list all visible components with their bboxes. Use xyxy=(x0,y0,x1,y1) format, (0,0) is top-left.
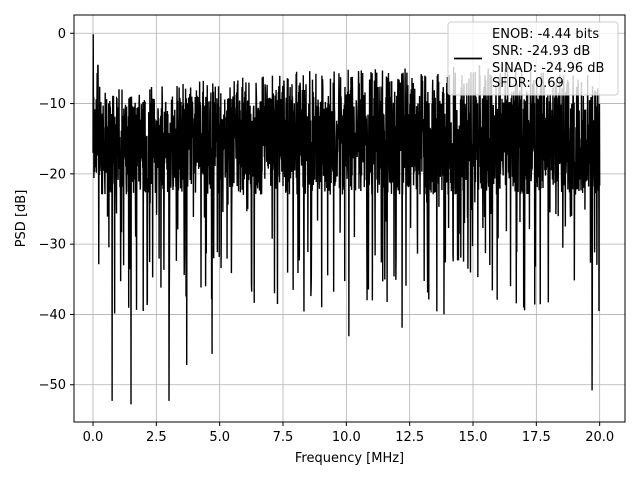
x-tick-label: 7.5 xyxy=(273,430,294,445)
x-tick-label: 12.5 xyxy=(395,430,424,445)
y-tick-label: −40 xyxy=(39,308,66,323)
y-tick-label: −30 xyxy=(39,238,66,253)
x-ticks: 0.0 2.5 5.0 7.5 10.0 12.5 15.0 17.5 20.0 xyxy=(83,422,614,445)
legend: ENOB: -4.44 bits SNR: -24.93 dB SINAD: -… xyxy=(447,21,619,96)
legend-box xyxy=(447,21,619,96)
legend-entry: SNR: -24.93 dB xyxy=(492,44,590,59)
x-tick-label: 0.0 xyxy=(83,430,104,445)
legend-entry: ENOB: -4.44 bits xyxy=(492,27,599,42)
x-tick-label: 20.0 xyxy=(585,430,614,445)
y-tick-label: −10 xyxy=(39,97,66,112)
legend-entry: SINAD: -24.96 dB xyxy=(492,61,604,76)
y-tick-label: −20 xyxy=(39,167,66,182)
x-tick-label: 5.0 xyxy=(209,430,230,445)
x-tick-label: 10.0 xyxy=(332,430,361,445)
plot-frame xyxy=(73,14,626,423)
x-axis-label: Frequency [MHz] xyxy=(295,451,404,466)
x-tick-label: 2.5 xyxy=(146,430,167,445)
legend-entry: SFDR: 0.69 xyxy=(492,76,564,91)
y-axis-label: PSD [dB] xyxy=(14,190,29,248)
x-tick-label: 15.0 xyxy=(459,430,488,445)
y-tick-label: 0 xyxy=(58,27,66,42)
y-ticks: 0 −10 −20 −30 −40 −50 xyxy=(39,27,74,393)
x-tick-label: 17.5 xyxy=(522,430,551,445)
psd-series-line xyxy=(92,34,601,405)
series-layer xyxy=(92,34,601,405)
y-tick-label: −50 xyxy=(39,378,66,393)
